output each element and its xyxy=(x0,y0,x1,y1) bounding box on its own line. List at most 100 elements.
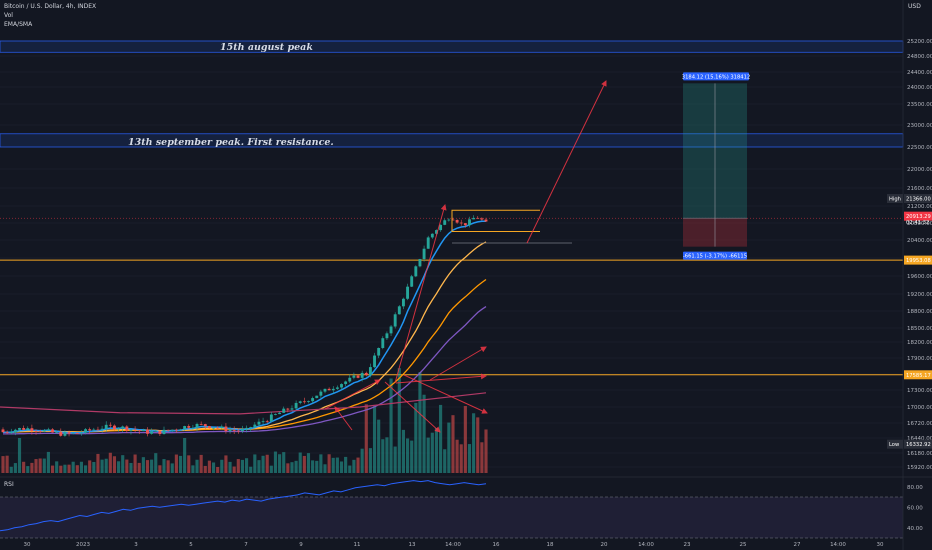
price-tick-label: 16440.00 xyxy=(907,436,932,442)
candle-body xyxy=(323,388,327,392)
time-tick-label: 25 xyxy=(740,542,747,548)
candle-body xyxy=(356,375,360,378)
volume-bar xyxy=(55,461,59,473)
price-tick-label: 16180.00 xyxy=(907,451,932,457)
candle-body xyxy=(290,408,294,410)
volume-bar xyxy=(447,422,451,473)
candle-body xyxy=(232,429,236,431)
high-tag-badge xyxy=(904,194,932,204)
candle-body xyxy=(38,431,42,432)
volume-bar xyxy=(145,460,150,473)
volume-bar xyxy=(410,440,414,473)
candle-body xyxy=(146,429,149,434)
volume-bar xyxy=(50,465,55,473)
symbol-title[interactable]: Bitcoin / U.S. Dollar, 4h, INDEX xyxy=(4,3,97,10)
volume-bar xyxy=(170,463,174,473)
candle-body xyxy=(236,430,240,432)
time-tick-label: 30 xyxy=(877,542,884,548)
price-tick-label: 22000.00 xyxy=(907,167,932,173)
volume-bar xyxy=(249,466,253,473)
rsi-legend[interactable]: RSI xyxy=(4,481,14,488)
price-tick-label: 23000.00 xyxy=(907,123,932,129)
candle-body xyxy=(447,219,451,221)
candle-body xyxy=(216,427,220,429)
rsi-tick-label: 60.00 xyxy=(907,505,923,511)
volume-bar xyxy=(463,406,467,473)
volume-bar xyxy=(290,462,294,473)
low-tag-label: Low xyxy=(889,442,900,448)
candle-body xyxy=(468,219,471,226)
volume-bar xyxy=(195,459,199,473)
rsi-band xyxy=(0,497,903,538)
candle-body xyxy=(117,428,121,430)
volume-bar xyxy=(178,455,183,473)
ema-sma-legend[interactable]: EMA/SMA xyxy=(4,21,33,28)
price-tick-label: 18800.00 xyxy=(907,309,932,315)
low-tag-label-badge xyxy=(887,439,903,449)
candle-body xyxy=(203,424,207,427)
aug-peak-label: 15th august peak xyxy=(220,42,313,53)
trend-arrow xyxy=(403,374,488,414)
price-tick-label: 16720.00 xyxy=(907,421,932,427)
candle-body xyxy=(430,233,434,238)
volume-bar xyxy=(455,439,459,473)
candle-body xyxy=(125,426,129,431)
time-axis: 30 2023 3 5 7 9 11 13 14:00 16 18 20 14:00 23 25 27 14:0… xyxy=(24,542,884,548)
volume-bar xyxy=(434,428,439,473)
candle-body xyxy=(331,388,335,391)
candle-body xyxy=(335,387,339,389)
candle-body xyxy=(150,431,154,434)
volume-bar xyxy=(141,457,145,473)
candle-body xyxy=(5,432,9,433)
trend-arrow xyxy=(429,346,487,381)
position-target-badge xyxy=(683,72,749,81)
candle-body xyxy=(414,266,418,277)
volume-bar xyxy=(183,438,187,473)
rsi-line xyxy=(0,480,487,532)
volume-bar xyxy=(203,465,207,473)
candle-body xyxy=(113,425,116,430)
volume-bar xyxy=(108,452,112,473)
rsi-tick-label: 40.00 xyxy=(907,526,923,532)
volume-bar xyxy=(294,460,298,473)
time-tick-label: 14:00 xyxy=(830,542,846,548)
volume-bar xyxy=(166,460,170,473)
price-axis: 15920.00 16180.00 16440.00 16720.00 17000.00… xyxy=(902,0,932,550)
volume-bar xyxy=(257,460,261,473)
candle-body xyxy=(418,259,422,267)
candle-body xyxy=(302,401,306,403)
candle-body xyxy=(240,429,244,432)
volume-bar xyxy=(240,459,245,473)
price-tick-label: 17000.00 xyxy=(907,405,932,411)
volume-bar xyxy=(13,463,17,473)
position-stop-text: -661.15 (-3.17%) -66115 xyxy=(683,254,747,260)
volume-bar xyxy=(360,448,364,473)
volume-bar xyxy=(79,461,84,473)
candle-body xyxy=(133,429,137,431)
volume-bar xyxy=(282,452,286,473)
volume-bar xyxy=(5,455,9,473)
volume-bar xyxy=(414,402,418,473)
candle-body xyxy=(22,428,26,430)
price-timer: 02:41:32 xyxy=(906,220,929,226)
candle-body xyxy=(84,429,88,433)
last-price-tag-badge xyxy=(904,211,932,221)
volume-bar xyxy=(117,461,121,473)
volume-legend[interactable]: Vol xyxy=(4,12,13,19)
candle-body xyxy=(100,428,104,430)
candle-body xyxy=(71,432,75,434)
volume-bar xyxy=(112,456,117,473)
volume-bar xyxy=(71,461,75,473)
price-tick-label: 24800.00 xyxy=(907,54,932,60)
volume-bar xyxy=(1,456,5,473)
volume-bar xyxy=(273,451,278,473)
volume-bar xyxy=(133,454,137,473)
last-price-tag-text: 20913.29 xyxy=(906,214,931,220)
candle-body xyxy=(51,429,54,433)
candle-body xyxy=(63,432,67,436)
time-tick-label: 7 xyxy=(244,542,248,548)
volume-bar xyxy=(125,459,129,473)
volume-bar xyxy=(480,442,484,473)
